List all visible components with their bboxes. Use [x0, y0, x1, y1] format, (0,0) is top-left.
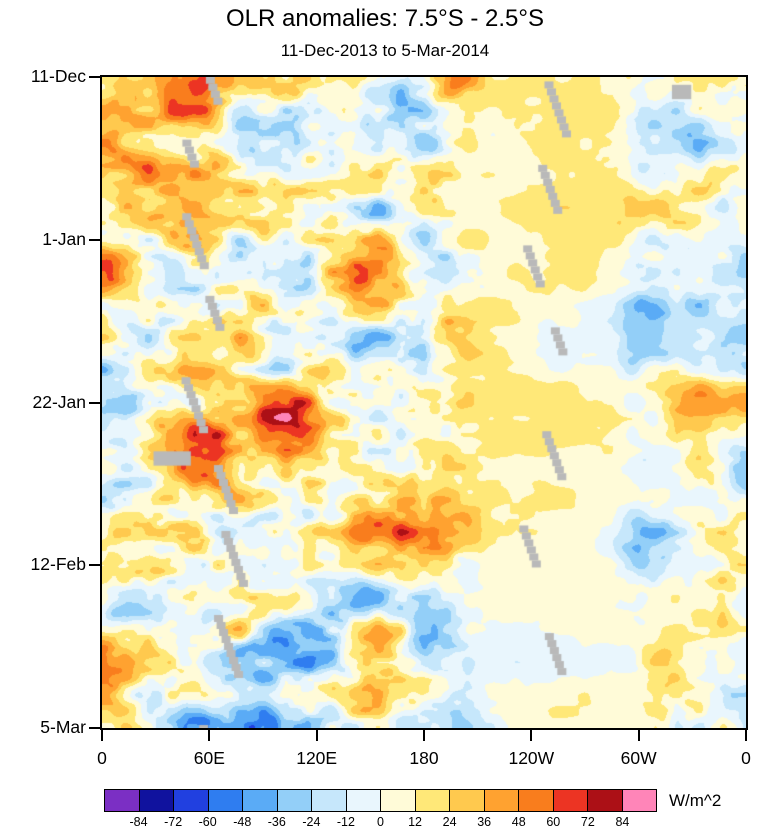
x-tick-mark	[530, 730, 533, 741]
chart-title: OLR anomalies: 7.5°S - 2.5°S	[225, 5, 544, 32]
colorbar-tick-label: 12	[408, 815, 423, 829]
colorbar-tick-label: 84	[615, 815, 630, 829]
y-tick-label: 1-Jan	[42, 228, 86, 249]
colorbar-cell	[552, 789, 588, 812]
colorbar-cell	[449, 789, 485, 812]
colorbar-cell	[138, 789, 174, 812]
colorbar-cell	[173, 789, 209, 812]
colorbar-cell	[345, 789, 381, 812]
y-tick-label: 5-Mar	[40, 717, 86, 737]
colorbar-cell	[276, 789, 312, 812]
x-tick-mark	[637, 730, 640, 741]
x-tick-label: 120E	[296, 748, 338, 768]
chart-subtitle: 11-Dec-2013 to 5-Mar-2014	[280, 41, 490, 60]
x-tick-mark	[423, 730, 425, 741]
y-tick-mark	[89, 727, 100, 729]
x-tick-label: 0	[741, 748, 751, 768]
colorbar-tick-label: -24	[302, 815, 321, 829]
x-tick-label: 60E	[193, 748, 225, 768]
colorbar-tick-label: -12	[336, 815, 355, 829]
colorbar-tick-label: 24	[442, 815, 457, 829]
colorbar-cell	[380, 789, 416, 812]
colorbar-tick-label: -36	[267, 815, 286, 829]
x-tick-label: 60W	[620, 748, 657, 768]
y-tick-mark	[89, 238, 100, 241]
colorbar-tick-label: 72	[580, 815, 595, 829]
colorbar-tick-label: 0	[377, 815, 384, 829]
colorbar-cell	[483, 789, 519, 812]
y-tick-label: 12-Feb	[30, 554, 86, 575]
plot-frame	[100, 75, 748, 730]
x-tick-mark	[745, 730, 747, 741]
colorbar	[104, 789, 657, 812]
y-tick-mark	[89, 564, 100, 567]
colorbar-tick-label: -60	[198, 815, 217, 829]
y-tick-mark	[89, 76, 100, 78]
x-tick-mark	[208, 730, 211, 741]
colorbar-tick-label: -48	[233, 815, 252, 829]
colorbar-cell	[207, 789, 243, 812]
colorbar-cell	[414, 789, 450, 812]
x-tick-label: 180	[409, 748, 439, 768]
colorbar-cell	[621, 789, 657, 812]
colorbar-tick-label: 36	[477, 815, 492, 829]
colorbar-cell	[311, 789, 347, 812]
colorbar-tick-label: 48	[511, 815, 526, 829]
heatmap-canvas	[102, 77, 746, 728]
colorbar-tick-label: -84	[129, 815, 148, 829]
colorbar-tick-label: -72	[164, 815, 183, 829]
y-tick-mark	[89, 401, 100, 404]
colorbar-cell	[104, 789, 140, 812]
colorbar-units-label: W/m^2	[669, 791, 722, 810]
colorbar-tick-label: 60	[546, 815, 561, 829]
x-tick-label: 120W	[508, 748, 555, 768]
x-tick-mark	[315, 730, 318, 741]
colorbar-cell	[587, 789, 623, 812]
colorbar-cell	[518, 789, 554, 812]
y-tick-label: 11-Dec	[30, 66, 86, 86]
colorbar-cell	[242, 789, 278, 812]
x-tick-label: 0	[97, 748, 107, 768]
y-tick-label: 22-Jan	[32, 391, 86, 412]
x-tick-mark	[101, 730, 103, 741]
